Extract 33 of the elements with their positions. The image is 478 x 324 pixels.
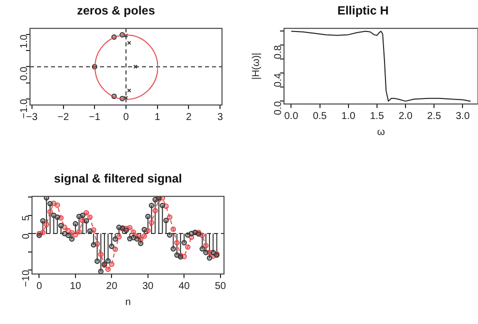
y-tick-label: 0.0 [18, 66, 30, 81]
x-tick-label: 1 [154, 112, 161, 123]
x-tick-label: 1.0 [341, 110, 356, 122]
x-tick-label: 0.5 [312, 110, 328, 122]
x-tick-label: 2.5 [427, 110, 442, 122]
x-tick-label: 3.0 [456, 110, 470, 122]
x-axis-title: ω [377, 126, 386, 138]
y-tick-label: 5 [20, 214, 32, 221]
chart-title: zeros & poles [76, 4, 156, 18]
y-tick-label: 0 [20, 233, 32, 240]
x-tick-label: 2 [186, 112, 192, 123]
x-tick-label: 40 [178, 280, 190, 292]
x-tick-label: 0.0 [284, 110, 299, 122]
y-tick-label: 0.8 [272, 44, 284, 60]
x-tick-label: 30 [142, 280, 154, 292]
x-tick-label: 10 [70, 280, 82, 292]
y-axis-title: |H(ω)| [250, 52, 262, 80]
x-tick-label: −2 [58, 112, 70, 123]
x-tick-label: −1 [88, 112, 101, 123]
y-tick-label: 1.0 [18, 34, 30, 48]
x-axis-title: n [125, 296, 131, 308]
x-tick-label: 1.5 [370, 110, 384, 122]
y-tick-label: 0.4 [272, 72, 284, 88]
x-tick-label: 2.0 [398, 110, 413, 122]
x-tick-label: 0 [36, 280, 42, 292]
y-tick-label: −10 [20, 270, 32, 287]
x-tick-label: 0 [123, 112, 130, 123]
x-tick-label: 3 [217, 112, 224, 123]
x-tick-label: −3 [26, 112, 38, 123]
x-tick-label: 50 [214, 280, 226, 292]
chart-title: Elliptic H [337, 4, 389, 18]
chart-title: signal & filtered signal [54, 172, 182, 186]
x-tick-label: 20 [106, 280, 118, 292]
